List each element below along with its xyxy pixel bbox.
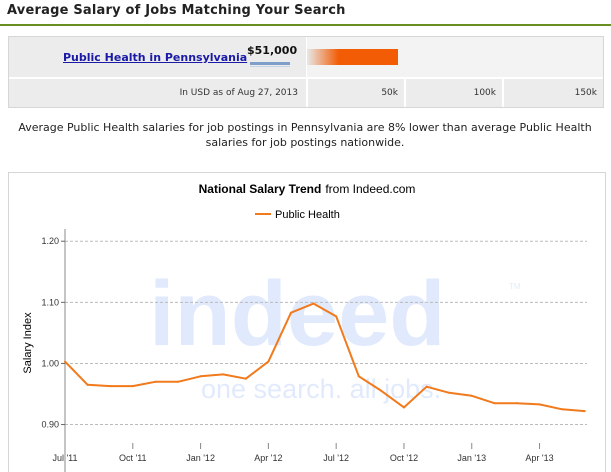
watermark-logo: indeed	[149, 263, 445, 365]
salary-bar	[307, 49, 398, 65]
data-point	[425, 385, 428, 388]
chart-gridlines	[65, 240, 587, 426]
section-header: Average Salary of Jobs Matching Your Sea…	[0, 0, 611, 26]
data-point	[402, 406, 405, 409]
job-search-link[interactable]: Public Health in Pennsylvania	[63, 51, 248, 64]
usd-note-cell: In USD as of Aug 27, 2013	[9, 79, 306, 107]
chart-legend: Public Health	[255, 209, 340, 221]
chart-canvas: National Salary Trend from Indeed.com Pub…	[22, 182, 587, 472]
salary-amount-underline-shadow	[250, 66, 290, 67]
salary-amount: $51,000	[247, 44, 298, 57]
x-tick-label: Jul '11	[52, 453, 77, 463]
x-tick-label: Oct '11	[119, 453, 147, 463]
data-point	[199, 375, 202, 378]
salary-comparison-box: Public Health in Pennsylvania $51,000 In…	[8, 36, 604, 108]
x-tick-label: Jul '12	[323, 453, 349, 463]
data-point	[312, 302, 315, 305]
data-point	[515, 402, 518, 405]
x-tick-label: Jan '13	[457, 453, 486, 463]
data-point	[131, 385, 134, 388]
data-point	[64, 360, 66, 363]
y-tick-label: 1.00	[41, 358, 59, 368]
data-point	[267, 360, 270, 363]
data-point	[561, 408, 564, 411]
salary-bar-track	[307, 37, 603, 77]
y-axis-ticks: 0.90 1.00 1.10 1.20	[41, 236, 65, 430]
data-point	[538, 403, 541, 406]
x-tick-label: Apr '13	[525, 453, 553, 463]
y-axis-label: Salary Index	[22, 312, 34, 374]
usd-note: In USD as of Aug 27, 2013	[179, 88, 298, 98]
y-tick-label: 1.10	[41, 297, 59, 307]
scale-label-150k: 150k	[574, 88, 597, 98]
section-title: Average Salary of Jobs Matching Your Sea…	[7, 3, 346, 18]
watermark-tagline: one search. all jobs.	[201, 374, 441, 404]
data-point	[86, 383, 89, 386]
data-point	[493, 402, 496, 405]
salary-row: Public Health in Pennsylvania $51,000	[9, 37, 603, 77]
y-tick-label: 0.90	[41, 420, 59, 430]
salary-label-cell: Public Health in Pennsylvania $51,000	[9, 37, 306, 77]
indeed-watermark: indeed TM one search. all jobs.	[149, 263, 521, 404]
salary-trend-chart: National Salary Trend from Indeed.com Pub…	[8, 172, 606, 472]
data-point	[109, 385, 112, 388]
series-line-public-health	[64, 302, 585, 413]
data-point	[154, 380, 157, 383]
chart-series	[64, 302, 586, 413]
chart-title: National Salary Trend from Indeed.com	[199, 182, 416, 196]
x-tick-label: Apr '12	[254, 453, 282, 463]
data-point	[244, 377, 247, 380]
data-point	[289, 311, 292, 314]
data-point	[470, 394, 473, 397]
data-point	[176, 380, 179, 383]
watermark-tm: TM	[509, 282, 521, 291]
data-point	[583, 410, 586, 413]
data-point	[448, 391, 451, 394]
data-point	[335, 315, 338, 318]
y-tick-label: 1.20	[41, 236, 59, 246]
data-point	[357, 375, 360, 378]
salary-amount-underline	[250, 62, 290, 65]
data-point	[380, 389, 383, 392]
x-tick-label: Oct '12	[390, 453, 418, 463]
scale-cell-50k: 50k	[308, 79, 404, 107]
x-tick-label: Jan '12	[186, 453, 215, 463]
scale-label-50k: 50k	[381, 88, 398, 98]
scale-row: In USD as of Aug 27, 2013 50k 100k 150k	[9, 79, 603, 107]
legend-label: Public Health	[275, 209, 340, 221]
data-point	[222, 373, 225, 376]
scale-cell-150k: 150k	[504, 79, 603, 107]
x-axis-ticks: Jul '11 Oct '11 Jan '12 Apr '12 Jul '12 Oct '…	[52, 443, 554, 463]
salary-description: Average Public Health salaries for job p…	[18, 121, 592, 149]
scale-cell-100k: 100k	[406, 79, 502, 107]
scale-label-100k: 100k	[473, 88, 496, 98]
